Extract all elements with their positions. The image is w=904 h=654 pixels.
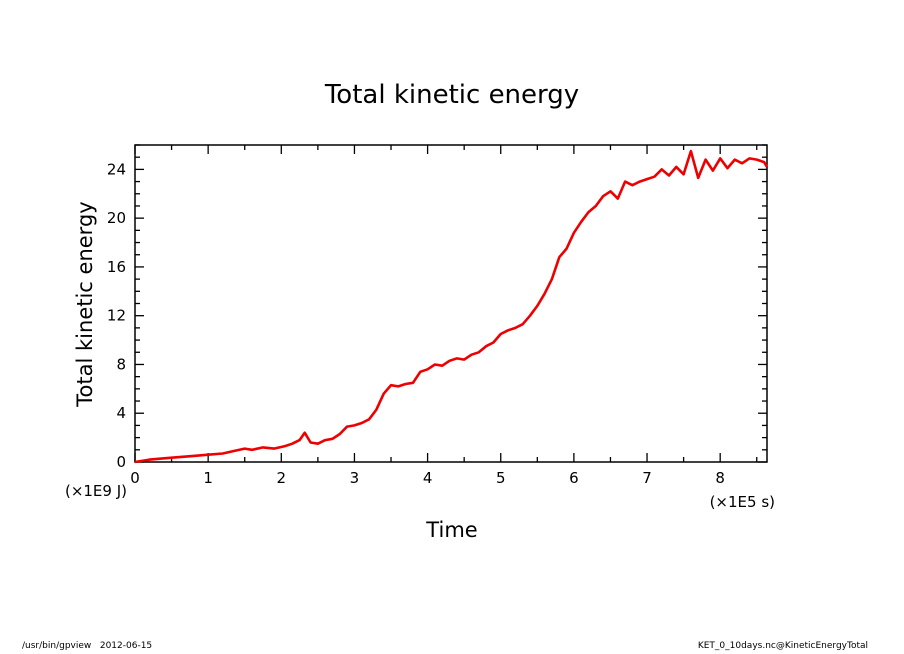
y-tick-label: 16: [107, 258, 126, 276]
x-tick-label: 6: [569, 469, 579, 487]
x-tick-label: 8: [715, 469, 725, 487]
y-tick-label: 24: [107, 160, 126, 178]
y-axis-label: Total kinetic energy: [73, 201, 97, 407]
y-tick-label: 4: [116, 404, 126, 422]
y-tick-labels: 0 4 8 12 16 20 24: [107, 160, 126, 471]
x-tick-label: 7: [642, 469, 652, 487]
chart-title: Total kinetic energy: [324, 80, 579, 110]
y-unit-label: (×1E9 J): [65, 482, 127, 500]
x-axis-label: Time: [425, 518, 477, 542]
y-tick-label: 20: [107, 209, 126, 227]
x-tick-labels: 0 1 2 3 4 5 6 7 8: [130, 469, 725, 487]
x-tick-label: 1: [203, 469, 213, 487]
axis-ticks: [134, 144, 767, 463]
footer-right-text: KET_0_10days.nc@KineticEnergyTotal: [697, 641, 868, 651]
series-line-total-kinetic-energy: [134, 149, 769, 464]
footer-left-text: /usr/bin/gpview 2012-06-15: [22, 641, 153, 651]
x-tick-label: 2: [277, 469, 287, 487]
x-tick-label: 4: [423, 469, 433, 487]
x-tick-label: 0: [130, 469, 140, 487]
y-tick-label: 8: [116, 355, 126, 373]
x-tick-label: 3: [350, 469, 360, 487]
y-tick-label: 12: [107, 307, 126, 325]
x-tick-label: 5: [496, 469, 506, 487]
plot-frame: [134, 144, 768, 463]
x-unit-label: (×1E5 s): [710, 493, 775, 511]
y-tick-label: 0: [116, 453, 126, 471]
